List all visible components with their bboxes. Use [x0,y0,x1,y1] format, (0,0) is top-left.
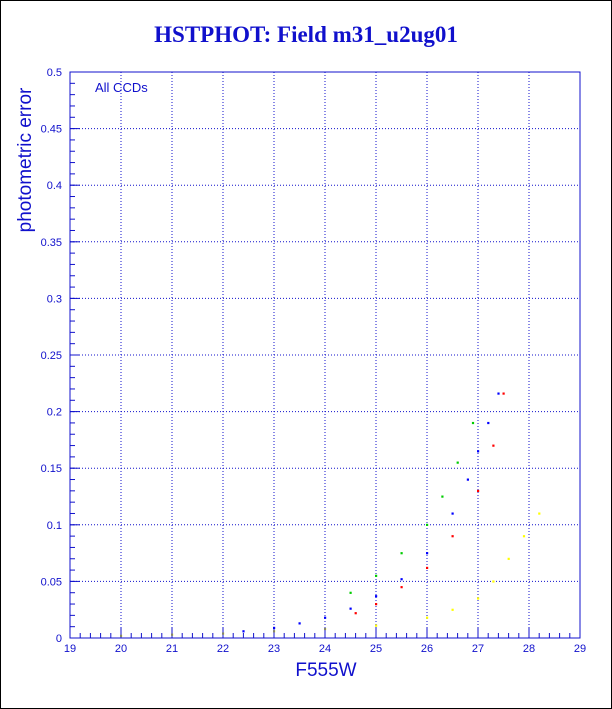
axis-ticks [69,71,581,639]
data-point [451,512,454,515]
axis-labels: 19 20 21 22 23 24 25 26 27 28 29 0 0.05 0.1 0.15 0.2 0.2… [15,67,586,681]
data-point [487,421,490,425]
data-point [375,595,378,598]
data-point [538,512,541,515]
data-point [477,597,480,600]
x-tick-label: 26 [421,643,433,655]
data-point [349,591,352,594]
plot-title: HSTPHOT: Field m31_u2ug01 [154,22,458,47]
x-tick-label: 20 [115,643,127,655]
y-tick-label: 0.3 [47,293,62,305]
data-point [451,535,454,538]
data-point [375,603,378,606]
data-point [375,574,378,577]
data-point [456,461,459,464]
data-point [426,552,429,555]
x-tick-label: 19 [64,643,76,655]
y-tick-label: 0.1 [47,520,62,532]
y-tick-label: 0.05 [41,576,62,588]
data-point [477,489,480,493]
y-tick-label: 0.2 [47,407,62,419]
data-point [441,495,444,498]
data-point [497,392,500,395]
x-tick-label: 29 [574,643,586,655]
data-point [354,612,357,615]
scatter-series [242,392,500,633]
y-tick-label: 0.35 [41,237,62,249]
data-point [477,450,480,453]
x-tick-label: 27 [472,643,484,655]
x-tick-label: 22 [217,643,229,655]
scatter-series [120,512,541,637]
data-point [298,622,301,625]
scatter-series [349,421,475,594]
data-point [492,580,495,583]
annotation-all-ccds: All CCDs [95,80,148,95]
data-point [349,607,352,610]
x-tick-label: 21 [166,643,178,655]
x-tick-label: 24 [319,643,331,655]
data-point [492,444,495,447]
data-point [471,421,475,425]
data-point [426,566,429,570]
data-point [273,626,276,630]
data-point [426,523,429,526]
y-tick-label: 0.45 [41,124,62,136]
grid [70,72,580,638]
data-point [466,478,469,481]
data-points [120,392,541,637]
data-point [400,578,403,581]
scatter-series [354,392,505,615]
x-axis-title: F555W [295,660,356,681]
y-tick-label: 0.4 [47,180,62,192]
data-point [324,616,327,619]
data-point [242,630,245,633]
data-point [426,616,429,619]
data-point [400,586,403,589]
y-tick-label: 0.25 [41,350,62,362]
y-tick-label: 0.15 [41,463,62,475]
x-tick-label: 28 [523,643,535,655]
data-point [502,392,505,395]
y-tick-label: 0.5 [47,67,62,79]
data-point [507,557,510,560]
x-tick-label: 25 [370,643,382,655]
data-point [375,624,378,627]
x-tick-label: 23 [268,643,280,655]
data-point [400,552,403,555]
data-point [451,608,454,611]
data-point [522,535,526,538]
y-axis-title: photometric error [15,87,36,232]
y-tick-label: 0 [56,633,62,645]
